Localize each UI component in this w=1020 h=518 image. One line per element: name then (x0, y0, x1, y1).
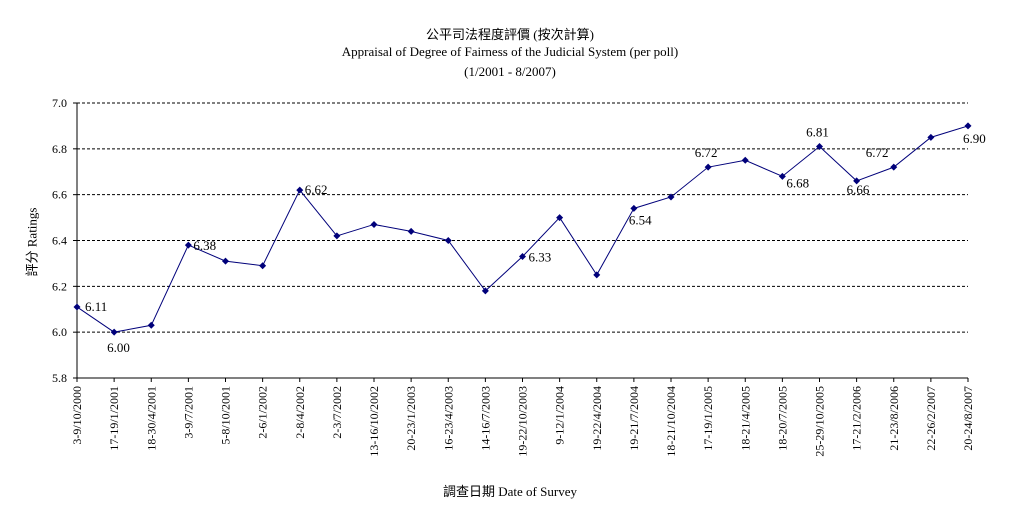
x-tick-label: 2-3/7/2002 (330, 386, 344, 439)
data-point (556, 214, 564, 222)
data-point (370, 220, 378, 228)
y-tick-label: 6.6 (52, 188, 67, 202)
x-tick-label: 17-19/1/2001 (107, 386, 121, 451)
data-point (481, 287, 489, 295)
data-point (816, 143, 823, 151)
data-label: 6.38 (193, 238, 216, 253)
data-point (519, 253, 526, 261)
x-tick-label: 5-8/10/2001 (219, 386, 233, 445)
data-label: 6.54 (629, 212, 652, 227)
x-tick-label: 18-20/7/2005 (775, 386, 789, 451)
y-tick-label: 6.8 (52, 142, 67, 156)
x-tick-label: 25-29/10/2005 (813, 386, 827, 457)
data-point (890, 163, 898, 171)
x-tick-label: 19-21/7/2004 (627, 386, 641, 451)
x-tick-label: 14-16/7/2003 (478, 386, 492, 451)
y-tick-label: 5.8 (52, 371, 67, 385)
data-label: 6.66 (847, 182, 870, 197)
x-tick-label: 2-8/4/2002 (293, 386, 307, 439)
x-tick-label: 13-16/10/2002 (367, 386, 381, 457)
data-point (296, 186, 304, 194)
x-tick-label: 16-23/4/2003 (441, 386, 455, 451)
chart-period: (1/2001 - 8/2007) (464, 64, 556, 79)
data-point (73, 303, 81, 311)
data-label: 6.72 (866, 145, 889, 160)
x-tick-label: 20-23/1/2003 (404, 386, 418, 451)
x-tick-label: 3-9/7/2001 (181, 386, 195, 439)
data-point (778, 172, 786, 180)
x-tick-label: 21-23/8/2006 (887, 386, 901, 451)
data-point (333, 232, 341, 240)
x-tick-label: 17-19/1/2005 (701, 386, 715, 451)
data-point (259, 262, 267, 270)
data-point (147, 321, 155, 329)
x-tick-label: 9-12/1/2004 (553, 386, 567, 445)
y-tick-label: 6.4 (52, 234, 67, 248)
data-point (110, 328, 118, 336)
data-point (593, 271, 601, 279)
data-point (667, 193, 675, 201)
data-point (853, 177, 861, 185)
data-label: 6.68 (786, 175, 809, 190)
x-tick-label: 17-21/2/2006 (850, 386, 864, 451)
x-tick-label: 18-21/10/2004 (664, 386, 678, 457)
x-tick-label: 20-24/8/2007 (961, 386, 975, 451)
data-label: 6.72 (695, 145, 718, 160)
x-tick-label: 18-21/4/2005 (738, 386, 752, 451)
data-label: 6.90 (963, 131, 986, 146)
x-axis-label: 調查日期 Date of Survey (443, 484, 577, 499)
y-tick-label: 6.0 (52, 325, 67, 339)
data-label: 6.62 (305, 182, 328, 197)
data-point (630, 204, 638, 212)
data-point (184, 241, 192, 249)
data-point (407, 227, 415, 235)
x-tick-label: 22-26/2/2007 (924, 386, 938, 451)
x-tick-label: 19-22/4/2004 (590, 386, 604, 451)
data-point (741, 156, 749, 164)
x-tick-label: 19-22/10/2003 (516, 386, 530, 457)
data-label: 6.00 (107, 340, 130, 355)
y-tick-label: 6.2 (52, 279, 67, 293)
data-label: 6.11 (85, 299, 107, 314)
data-label: 6.81 (806, 125, 829, 140)
data-point (964, 122, 972, 130)
chart-title: 公平司法程度評價 (按次計算) (426, 27, 594, 42)
data-point (927, 133, 935, 141)
x-tick-label: 2-6/1/2002 (256, 386, 270, 439)
data-point (704, 163, 712, 171)
data-point (222, 257, 229, 265)
data-point (444, 237, 452, 244)
y-tick-label: 7.0 (52, 96, 67, 110)
x-tick-label: 3-9/10/2000 (70, 386, 84, 445)
x-tick-label: 18-30/4/2001 (144, 386, 158, 451)
chart-subtitle: Appraisal of Degree of Fairness of the J… (341, 44, 679, 59)
series-line (76, 125, 969, 333)
data-label: 6.33 (529, 250, 552, 265)
